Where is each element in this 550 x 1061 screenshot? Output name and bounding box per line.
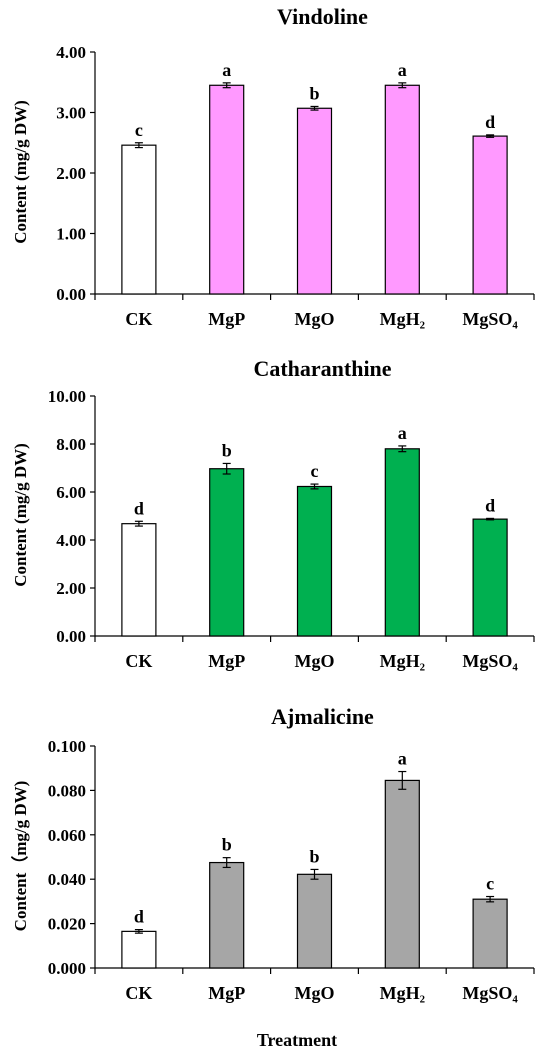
category-label: MgSO₄ bbox=[462, 309, 518, 329]
significance-letter: b bbox=[309, 83, 319, 103]
significance-letter: b bbox=[222, 440, 232, 460]
significance-letter: a bbox=[398, 423, 407, 443]
bar bbox=[209, 84, 245, 295]
y-tick-label: 0.080 bbox=[48, 781, 86, 800]
category-label: CK bbox=[125, 983, 152, 1003]
y-tick-label: 6.00 bbox=[56, 483, 86, 502]
chart-title: Ajmalicine bbox=[271, 704, 374, 729]
category-label: CK bbox=[125, 309, 152, 329]
category-label: MgH₂ bbox=[380, 309, 425, 329]
significance-letter: c bbox=[135, 120, 143, 140]
category-label: MgSO₄ bbox=[462, 983, 518, 1003]
category-label: MgO bbox=[295, 309, 335, 329]
bar bbox=[296, 107, 333, 295]
significance-letter: d bbox=[485, 112, 495, 132]
chart-title: Vindoline bbox=[277, 4, 368, 29]
y-tick-label: 0.100 bbox=[48, 737, 86, 756]
bar bbox=[384, 448, 420, 637]
significance-letter: b bbox=[309, 846, 319, 866]
bar bbox=[121, 144, 157, 295]
y-tick-label: 8.00 bbox=[56, 435, 86, 454]
bar bbox=[121, 930, 157, 969]
bar bbox=[296, 873, 333, 969]
y-tick-label: 0.040 bbox=[48, 870, 86, 889]
x-axis-label: Treatment bbox=[257, 1030, 337, 1050]
significance-letter: a bbox=[398, 60, 407, 80]
bar bbox=[296, 485, 333, 637]
significance-letter: b bbox=[222, 835, 232, 855]
significance-letter: d bbox=[134, 498, 144, 518]
significance-letter: a bbox=[398, 749, 407, 769]
bar bbox=[384, 779, 420, 969]
significance-letter: d bbox=[485, 495, 495, 515]
y-tick-label: 0.000 bbox=[48, 959, 86, 978]
category-label: MgP bbox=[208, 651, 245, 671]
y-axis-label: Content（mg/g DW) bbox=[10, 781, 30, 932]
ajmalicine-chart: Ajmalicine Content（mg/g DW) 0.000 0.020 0.04… bbox=[10, 704, 535, 1003]
category-label: MgH₂ bbox=[380, 651, 425, 671]
y-tick-label: 0.020 bbox=[48, 915, 86, 934]
bar bbox=[209, 861, 245, 969]
category-label: MgP bbox=[208, 983, 245, 1003]
chart-title: Catharanthine bbox=[253, 356, 391, 381]
bar bbox=[384, 84, 420, 295]
category-label: MgO bbox=[295, 983, 335, 1003]
significance-letter: a bbox=[222, 60, 231, 80]
y-tick-label: 3.00 bbox=[56, 104, 86, 123]
y-tick-label: 4.00 bbox=[56, 43, 86, 62]
bar bbox=[472, 518, 508, 637]
bar bbox=[472, 135, 508, 295]
bar bbox=[472, 898, 508, 969]
category-label: MgO bbox=[295, 651, 335, 671]
bar bbox=[121, 523, 157, 637]
significance-letter: c bbox=[311, 461, 319, 481]
y-tick-label: 4.00 bbox=[56, 531, 86, 550]
category-label: MgP bbox=[208, 309, 245, 329]
y-tick-label: 0.00 bbox=[56, 285, 86, 304]
bar bbox=[209, 468, 245, 637]
catharanthine-chart: Catharanthine Content (mg/g DW) 0.00 2.00 4.… bbox=[11, 356, 535, 671]
y-tick-label: 10.00 bbox=[48, 387, 86, 406]
y-axis-label: Content (mg/g DW) bbox=[11, 443, 30, 587]
y-tick-label: 2.00 bbox=[56, 579, 86, 598]
category-label: MgSO₄ bbox=[462, 651, 518, 671]
y-axis-label: Content (mg/g DW) bbox=[11, 100, 30, 244]
category-label: MgH₂ bbox=[380, 983, 425, 1003]
y-tick-label: 0.060 bbox=[48, 826, 86, 845]
y-tick-label: 2.00 bbox=[56, 164, 86, 183]
y-tick-label: 1.00 bbox=[56, 225, 86, 244]
significance-letter: d bbox=[134, 907, 144, 927]
category-label: CK bbox=[125, 651, 152, 671]
vindoline-chart: Vindoline Content (mg/g DW) 0.00 1.00 2.00 3.… bbox=[11, 4, 535, 329]
y-tick-label: 0.00 bbox=[56, 627, 86, 646]
significance-letter: c bbox=[486, 874, 494, 894]
